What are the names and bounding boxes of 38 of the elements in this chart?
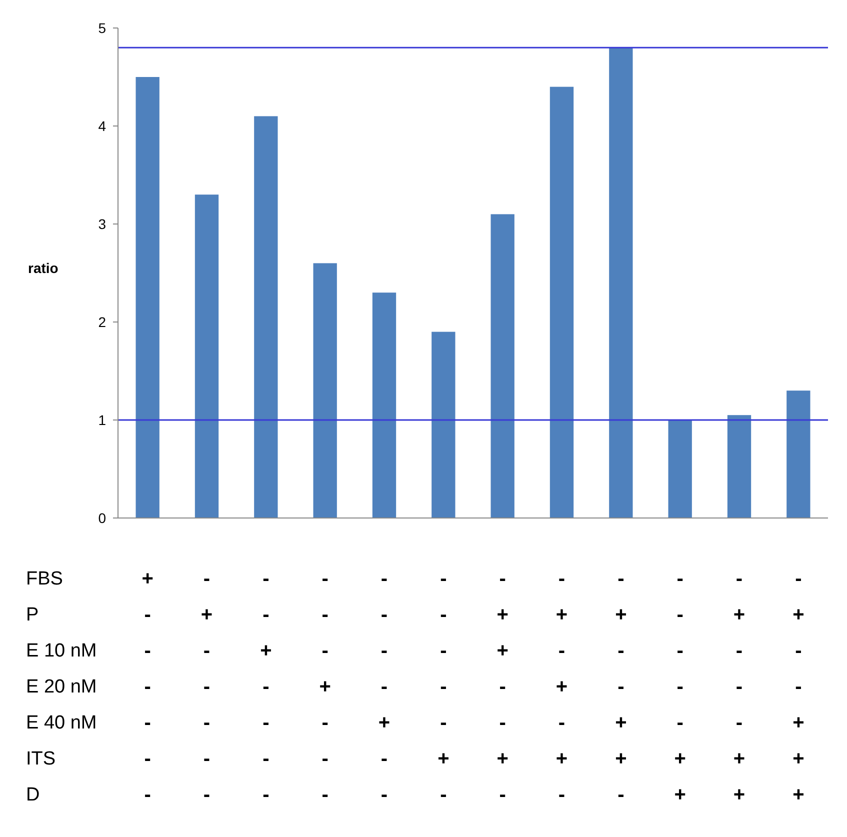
bar [372, 292, 396, 518]
bar [786, 390, 810, 518]
bar [727, 415, 752, 518]
x-tick-label: - + - - - - - [200, 568, 213, 806]
x-tick-label: - + - - - + + [733, 568, 746, 806]
bar [490, 214, 514, 518]
x-tick-label: - - - - - + - [438, 568, 450, 806]
x-tick-label: - + - + - + - [556, 568, 568, 806]
bar [550, 86, 574, 518]
y-tick-label: 1 [98, 412, 106, 428]
x-tick-label: - + + - - + - [496, 568, 508, 806]
x-tick-label: - - + - - - - [260, 568, 272, 806]
text: E 10 nM [26, 640, 97, 662]
x-tick-label: - - - - + - - [378, 568, 390, 806]
y-tick-label: 2 [98, 314, 106, 330]
bar [254, 116, 278, 518]
y-tick-label: 3 [98, 216, 106, 232]
x-tick-label: - + - - + + + [792, 568, 804, 806]
text: P [26, 604, 39, 626]
x-tick-label: + - - - - - - [142, 568, 154, 806]
x-tick-label: - - - + - - - [319, 568, 331, 806]
bar [432, 332, 456, 518]
text: D [26, 784, 40, 806]
y-tick-label: 5 [98, 20, 106, 36]
text: E 20 nM [26, 676, 97, 698]
y-axis-title: ratio [28, 260, 58, 276]
bar [194, 194, 219, 518]
bar [668, 420, 692, 518]
text: FBS [26, 568, 63, 590]
text: ITS [26, 748, 56, 770]
bar [136, 77, 160, 518]
y-tick-label: 0 [98, 510, 106, 526]
x-tick-label: - - - - - + + [674, 568, 686, 806]
x-tick-label: - + - - + + - [615, 568, 627, 806]
bar [609, 48, 633, 518]
bar [313, 263, 337, 518]
text: E 40 nM [26, 712, 97, 734]
y-tick-label: 4 [98, 118, 106, 134]
